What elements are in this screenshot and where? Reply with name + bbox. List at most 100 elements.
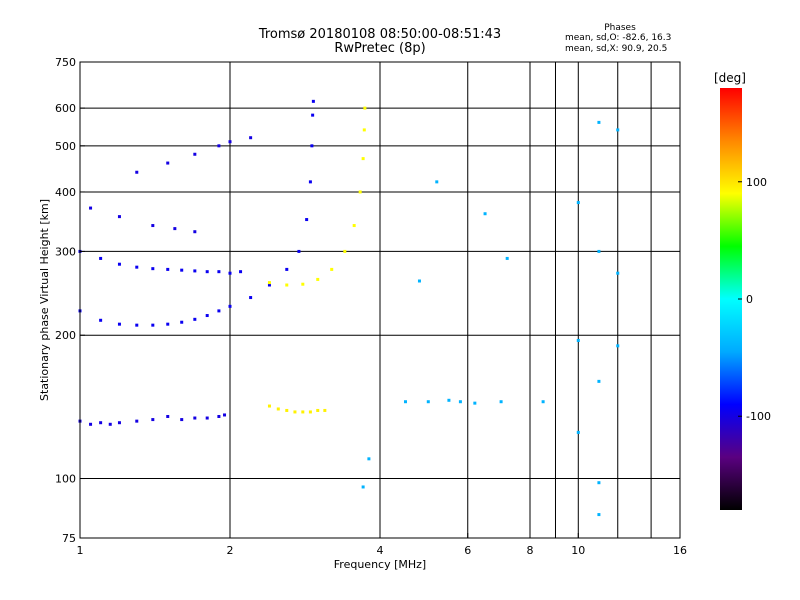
data-point (166, 322, 170, 326)
data-point (505, 256, 509, 260)
data-point (239, 270, 243, 274)
data-point (135, 265, 139, 269)
y-tick-label: 200 (55, 329, 76, 342)
data-point (267, 404, 271, 408)
data-point (458, 400, 462, 404)
data-point (151, 418, 155, 422)
data-point (310, 144, 314, 148)
x-tick-label: 4 (377, 544, 384, 557)
data-point (117, 421, 121, 425)
data-point (193, 317, 197, 321)
data-point (180, 418, 184, 422)
data-point (362, 128, 366, 132)
data-point (358, 190, 362, 194)
data-point (576, 430, 580, 434)
data-point (308, 410, 312, 414)
data-point (249, 136, 253, 140)
data-point (117, 262, 121, 266)
y-tick-label: 300 (55, 245, 76, 258)
data-point (435, 180, 439, 184)
data-point (316, 277, 320, 281)
y-tick-label: 400 (55, 186, 76, 199)
data-point (363, 106, 367, 110)
y-tick-label: 100 (55, 473, 76, 486)
colorbar-label: [deg] (714, 71, 746, 85)
x-tick-label: 1 (77, 544, 84, 557)
data-point (276, 407, 280, 411)
data-point (117, 215, 121, 219)
data-point (473, 401, 477, 405)
data-point (99, 421, 103, 425)
data-point (180, 320, 184, 324)
data-point (483, 212, 487, 216)
x-tick-label: 2 (227, 544, 234, 557)
data-point (311, 113, 315, 117)
data-point (180, 268, 184, 272)
data-point (267, 281, 271, 285)
data-point (267, 283, 271, 287)
data-point (576, 201, 580, 205)
data-point (323, 408, 327, 412)
data-point (135, 419, 139, 423)
data-point (99, 256, 103, 260)
data-point (499, 400, 503, 404)
data-point (301, 410, 305, 414)
data-point (343, 249, 347, 253)
series-group (89, 136, 253, 234)
data-point (228, 140, 232, 144)
data-point (217, 414, 221, 418)
data-point (249, 296, 253, 300)
data-point (193, 230, 197, 234)
data-point (99, 318, 103, 322)
data-point (193, 152, 197, 156)
data-point (285, 408, 289, 412)
data-point (293, 410, 297, 414)
series-group (267, 404, 327, 414)
y-tick-label: 750 (55, 56, 76, 69)
data-point (285, 283, 289, 287)
colorbar-tick-label: -100 (746, 410, 771, 423)
colorbar-tick-label: 100 (746, 176, 767, 189)
data-point (151, 224, 155, 228)
x-tick-label: 8 (527, 544, 534, 557)
data-point (308, 180, 312, 184)
data-point (217, 144, 221, 148)
series-group (267, 106, 367, 287)
data-point (597, 513, 601, 517)
data-point (89, 206, 93, 210)
colorbar-tick-label: 0 (746, 293, 753, 306)
stats-x-mode: mean, sd,X: 90.9, 20.5 (565, 44, 668, 54)
data-point (205, 416, 209, 420)
data-point (301, 282, 305, 286)
stats-title: Phases (604, 23, 636, 33)
series-group (78, 249, 243, 275)
data-point (297, 249, 301, 253)
x-axis-label: Frequency [MHz] (334, 558, 426, 571)
series-group (78, 413, 227, 426)
data-point (205, 314, 209, 318)
data-point (285, 267, 289, 271)
data-point (228, 271, 232, 275)
x-tick-label: 6 (464, 544, 471, 557)
x-tick-label: 10 (571, 544, 585, 557)
data-point (135, 323, 139, 327)
data-point (426, 400, 430, 404)
data-point (135, 170, 139, 174)
data-point (616, 344, 620, 348)
data-point (305, 218, 309, 222)
data-point (316, 408, 320, 412)
data-point (173, 227, 177, 231)
y-tick-label: 75 (62, 532, 76, 545)
data-point (447, 398, 451, 402)
chart-title: Tromsø 20180108 08:50:00-08:51:43 (258, 27, 502, 42)
data-point (330, 267, 334, 271)
series-group (78, 99, 315, 327)
data-point (597, 481, 601, 485)
data-point (352, 224, 356, 228)
data-point (117, 322, 121, 326)
data-point (151, 267, 155, 271)
y-axis-label: Stationary phase Virtual Height [km] (38, 199, 51, 401)
y-tick-label: 600 (55, 102, 76, 115)
data-point (217, 270, 221, 274)
